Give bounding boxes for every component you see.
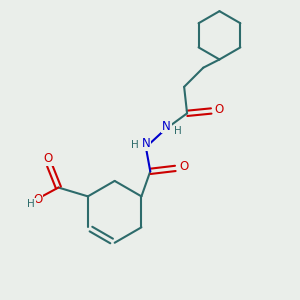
Text: O: O — [44, 152, 53, 165]
Text: O: O — [33, 193, 43, 206]
Text: O: O — [214, 103, 224, 116]
Text: N: N — [162, 119, 171, 133]
Text: H: H — [27, 199, 35, 209]
Text: H: H — [131, 140, 139, 150]
Text: H: H — [174, 126, 182, 136]
Text: O: O — [179, 160, 188, 173]
Text: N: N — [142, 137, 150, 150]
